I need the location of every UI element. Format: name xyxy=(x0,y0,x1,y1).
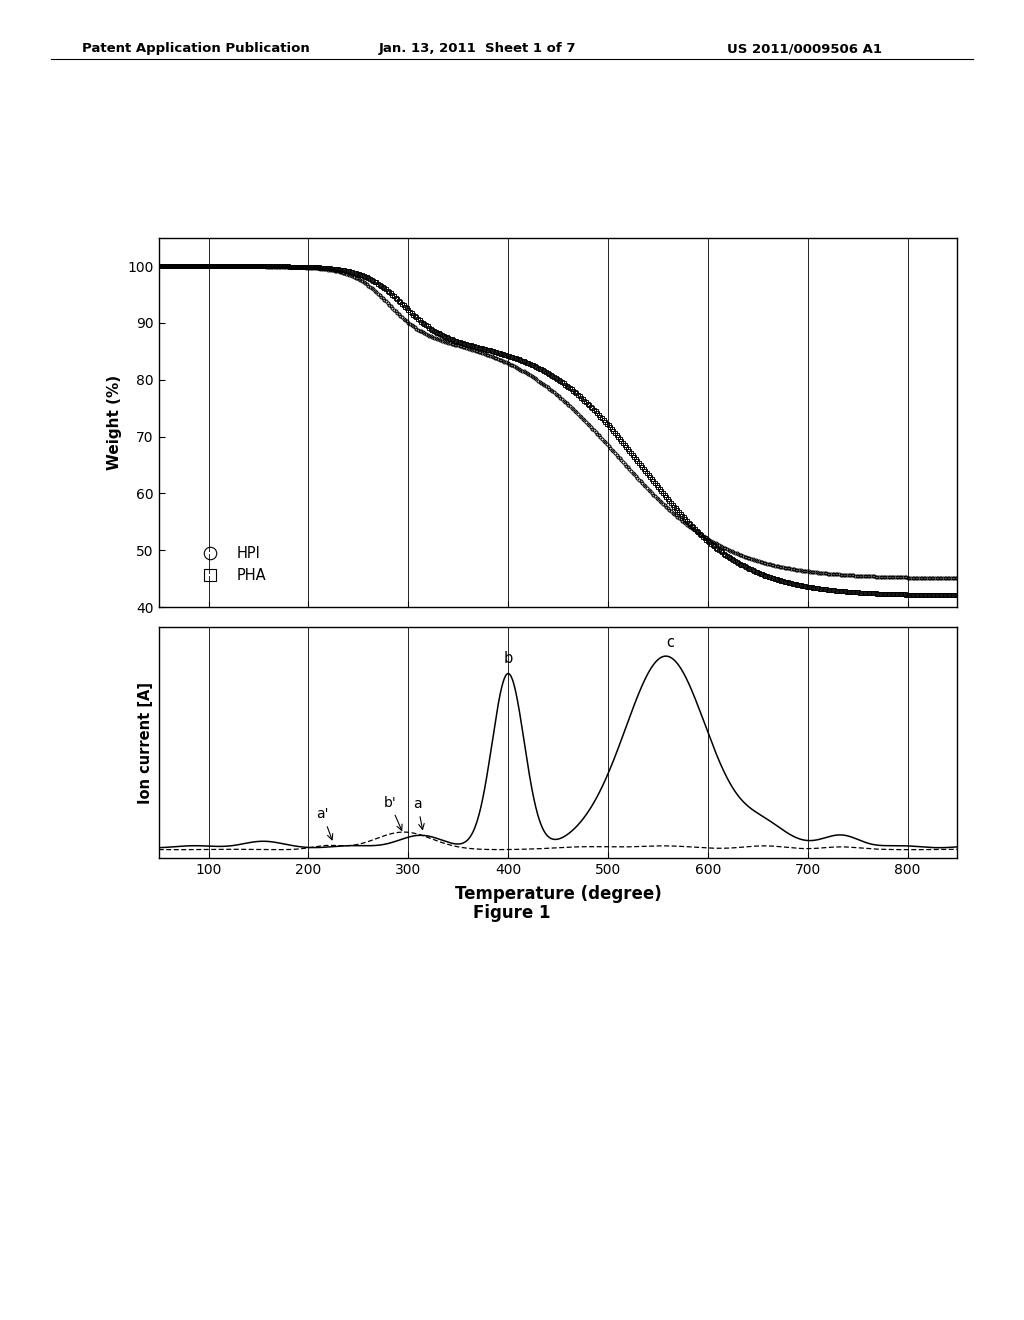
Y-axis label: Weight (%): Weight (%) xyxy=(106,375,122,470)
Text: Patent Application Publication: Patent Application Publication xyxy=(82,42,309,55)
Y-axis label: Ion current [A]: Ion current [A] xyxy=(138,681,154,804)
Text: b': b' xyxy=(383,796,402,830)
Text: b: b xyxy=(504,651,513,665)
Text: a: a xyxy=(414,797,424,829)
Text: US 2011/0009506 A1: US 2011/0009506 A1 xyxy=(727,42,882,55)
X-axis label: Temperature (degree): Temperature (degree) xyxy=(455,886,662,903)
Text: Jan. 13, 2011  Sheet 1 of 7: Jan. 13, 2011 Sheet 1 of 7 xyxy=(379,42,577,55)
Text: c: c xyxy=(666,635,674,651)
Text: Figure 1: Figure 1 xyxy=(473,904,551,923)
Legend: HPI, PHA: HPI, PHA xyxy=(190,540,272,589)
Text: a': a' xyxy=(316,808,333,840)
